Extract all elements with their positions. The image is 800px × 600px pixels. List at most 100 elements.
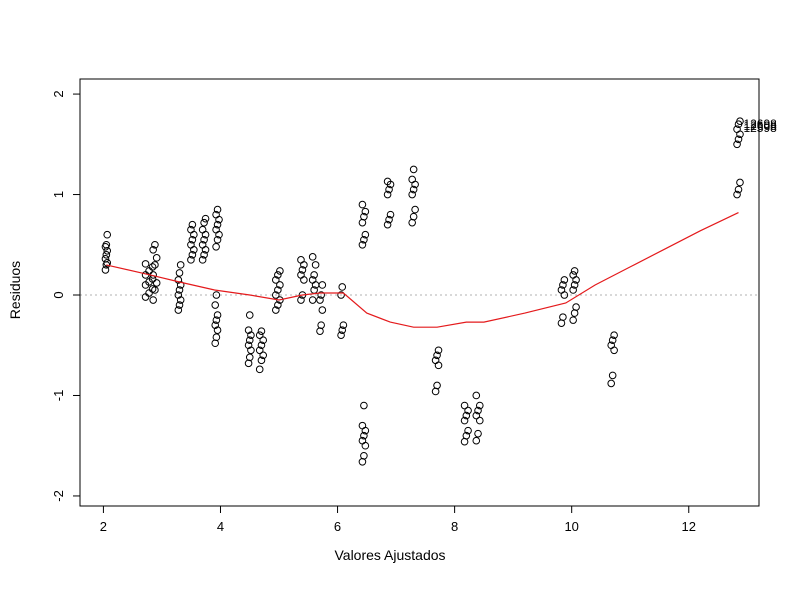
data-point xyxy=(360,212,368,221)
data-point xyxy=(358,200,367,209)
data-point xyxy=(200,235,208,244)
data-point xyxy=(145,267,153,275)
y-tick-label: 0 xyxy=(51,291,66,298)
point-label: 12698 xyxy=(743,117,777,131)
data-point xyxy=(358,218,367,227)
data-point xyxy=(259,351,268,360)
data-point xyxy=(409,212,418,221)
data-point xyxy=(733,125,741,134)
data-point xyxy=(434,361,443,370)
data-point xyxy=(337,331,345,340)
data-point xyxy=(271,276,280,284)
data-point xyxy=(188,235,197,244)
data-point xyxy=(734,185,743,194)
x-tick-label: 2 xyxy=(100,519,107,534)
data-point xyxy=(198,225,207,234)
data-point xyxy=(244,341,253,350)
data-point xyxy=(736,117,744,125)
data-point xyxy=(255,365,264,374)
data-point xyxy=(276,267,284,275)
data-point xyxy=(358,421,367,430)
data-point xyxy=(201,214,210,223)
data-point xyxy=(245,353,254,362)
data-point xyxy=(212,210,220,219)
data-point xyxy=(475,416,484,425)
data-point xyxy=(475,401,484,410)
data-point xyxy=(174,276,183,284)
data-point xyxy=(211,301,220,309)
data-point xyxy=(409,185,418,194)
data-point xyxy=(176,296,185,304)
data-point xyxy=(297,256,305,264)
data-point xyxy=(385,215,393,224)
data-point xyxy=(101,266,110,274)
data-point xyxy=(103,259,112,267)
data-point xyxy=(386,210,395,219)
data-point xyxy=(149,296,157,304)
data-point xyxy=(434,346,443,355)
data-point xyxy=(358,457,367,466)
x-tick-label: 6 xyxy=(334,519,341,534)
data-point xyxy=(572,303,580,311)
data-point xyxy=(462,431,471,440)
data-point xyxy=(257,327,266,335)
data-point xyxy=(213,311,222,319)
data-point xyxy=(152,279,161,287)
data-point xyxy=(736,178,744,187)
data-point xyxy=(271,291,280,299)
data-point xyxy=(175,301,184,309)
data-point xyxy=(607,341,616,350)
data-point xyxy=(560,276,569,284)
data-point xyxy=(310,271,318,279)
data-point xyxy=(212,242,220,251)
data-point xyxy=(103,247,112,255)
data-point xyxy=(174,306,183,314)
data-point xyxy=(245,336,254,345)
data-point xyxy=(102,240,111,249)
point-label: 12608 xyxy=(743,119,777,133)
data-point xyxy=(257,341,266,350)
data-point xyxy=(462,411,471,420)
data-point xyxy=(361,207,370,216)
data-point xyxy=(316,327,324,335)
data-point xyxy=(257,356,266,365)
data-point xyxy=(318,281,327,289)
data-point xyxy=(464,406,472,415)
data-point xyxy=(271,306,280,314)
data-point xyxy=(141,260,150,268)
data-point xyxy=(247,346,255,355)
data-point xyxy=(198,256,207,264)
data-point xyxy=(570,281,579,289)
data-point xyxy=(211,321,220,329)
data-point xyxy=(198,240,207,249)
smooth-line xyxy=(106,212,739,328)
data-point xyxy=(733,140,741,149)
data-point xyxy=(297,271,305,279)
data-point xyxy=(213,205,222,214)
data-point xyxy=(212,316,221,324)
x-axis: 2 4 6 8 10 12 xyxy=(100,505,696,534)
data-point xyxy=(433,351,441,360)
x-tick-label: 8 xyxy=(451,519,458,534)
data-point xyxy=(103,230,112,239)
data-point xyxy=(244,326,253,334)
data-point xyxy=(318,306,327,314)
data-point xyxy=(733,190,741,199)
x-axis-title: Valores Ajustados xyxy=(334,547,445,563)
data-point xyxy=(259,336,268,345)
data-point xyxy=(385,185,393,194)
y-tick-label: 2 xyxy=(51,90,66,97)
data-point xyxy=(187,256,195,264)
data-point xyxy=(361,441,370,450)
data-point xyxy=(200,218,208,227)
data-point xyxy=(460,416,469,425)
data-point xyxy=(411,205,419,214)
data-point xyxy=(297,296,305,304)
x-tick-label: 12 xyxy=(682,519,696,534)
data-point xyxy=(607,379,616,388)
data-point xyxy=(408,190,416,199)
data-point xyxy=(211,339,220,348)
data-point xyxy=(212,333,221,342)
data-point xyxy=(569,271,577,279)
